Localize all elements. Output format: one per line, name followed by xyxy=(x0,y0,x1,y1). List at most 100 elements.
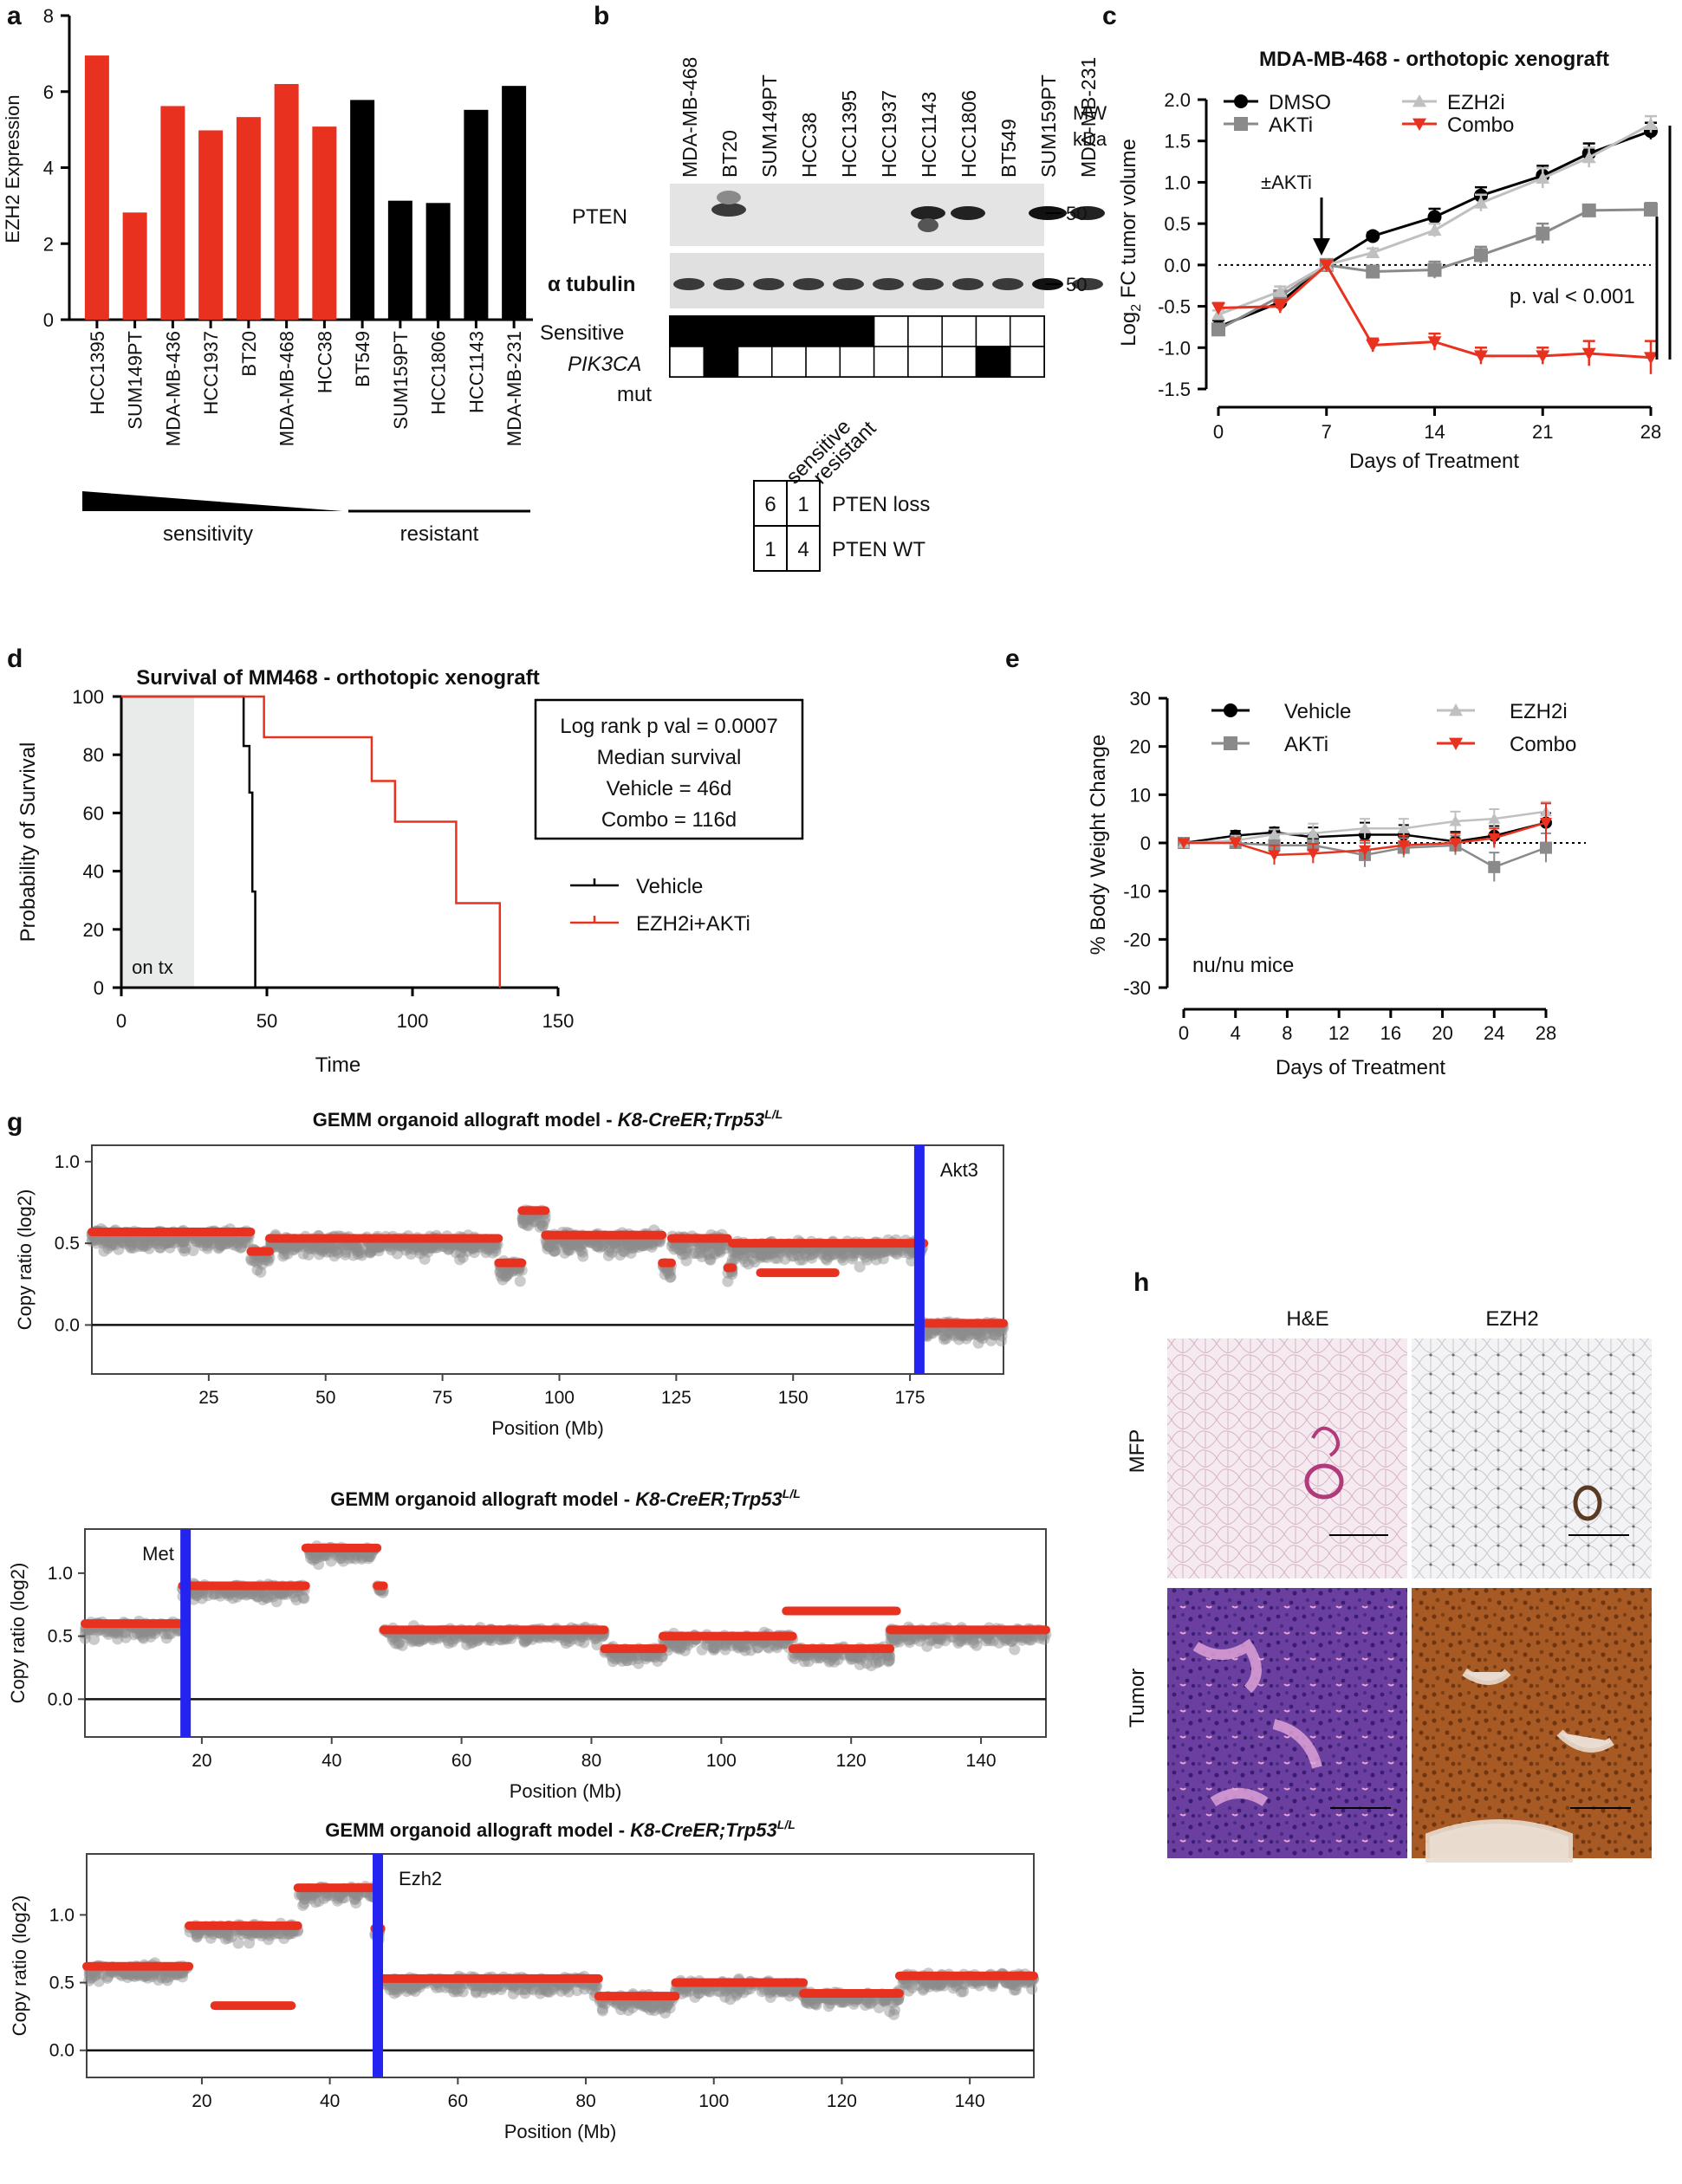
copy-ratio-point xyxy=(290,1241,302,1253)
copy-ratio-point xyxy=(275,1242,287,1254)
copy-ratio-point xyxy=(176,1235,188,1248)
copy-ratio-point xyxy=(450,1247,462,1259)
blot-row-label: PTEN xyxy=(572,205,627,229)
copy-ratio-point xyxy=(455,1247,467,1259)
data-point xyxy=(1581,150,1596,164)
bar xyxy=(122,212,147,320)
arrowhead xyxy=(1313,238,1330,256)
cell-line-label: HCC1395 xyxy=(838,90,860,178)
panel-label-h: h xyxy=(1133,1268,1149,1297)
copy-ratio-point xyxy=(351,1245,363,1257)
copy-ratio-point xyxy=(303,1242,315,1254)
x-tick-label: 140 xyxy=(966,1751,997,1771)
copy-ratio-point xyxy=(419,1241,431,1254)
stats-line: Vehicle = 46d xyxy=(607,777,732,800)
copy-ratio-point xyxy=(442,1243,454,1255)
blot-band xyxy=(711,203,746,217)
copy-ratio-point xyxy=(405,1248,417,1260)
y-tick-label: 0.5 xyxy=(1164,213,1191,235)
copy-ratio-point xyxy=(407,1243,419,1255)
copy-ratio-point xyxy=(177,1236,189,1248)
copy-ratio-point xyxy=(302,1249,315,1261)
copy-ratio-point xyxy=(451,1240,464,1252)
contingency-value: 1 xyxy=(764,538,776,561)
data-point xyxy=(1366,229,1380,243)
image-tumor-ezh2 xyxy=(1412,1588,1652,1858)
y-tick-label: 0 xyxy=(43,309,54,331)
data-point xyxy=(1427,210,1442,224)
copy-ratio-point xyxy=(424,1242,436,1254)
copy-ratio-point xyxy=(191,1235,203,1248)
legend-label: DMSO xyxy=(1269,91,1331,114)
bar xyxy=(502,86,527,320)
copy-ratio-point xyxy=(854,1260,866,1273)
copy-ratio-point xyxy=(201,1237,213,1249)
copy-ratio-point xyxy=(127,1237,139,1249)
y-tick-label: 0.5 xyxy=(48,1627,73,1647)
copy-ratio-point xyxy=(277,1242,289,1254)
copy-ratio-point xyxy=(97,1237,109,1249)
copy-ratio-point xyxy=(212,1242,224,1254)
x-tick-label: HCC1806 xyxy=(428,331,450,415)
copy-ratio-point xyxy=(328,1240,340,1252)
data-point xyxy=(1268,850,1281,861)
y-tick-label: 2 xyxy=(43,233,54,255)
y-axis-label: EZH2 Expression xyxy=(2,94,23,243)
copy-ratio-point xyxy=(410,1241,422,1254)
copy-ratio-point xyxy=(298,1592,310,1604)
y-tick-label: 20 xyxy=(83,919,104,941)
copy-ratio-point xyxy=(675,1642,687,1654)
copy-ratio-point xyxy=(958,1986,970,1998)
y-tick-label: -1.0 xyxy=(1158,337,1191,359)
data-point xyxy=(1397,840,1410,852)
y-tick-label: 1.0 xyxy=(48,1564,73,1584)
copy-ratio-point xyxy=(245,1254,257,1267)
pik3ca-cell xyxy=(771,346,807,378)
column-header: H&E xyxy=(1286,1307,1328,1331)
blot-row-label: α tubulin xyxy=(548,273,635,296)
copy-ratio-point xyxy=(224,1236,237,1248)
bar xyxy=(198,130,224,320)
data-point xyxy=(1449,737,1463,750)
copy-ratio-point xyxy=(410,1241,422,1253)
gene-marker xyxy=(913,1145,925,1374)
copy-ratio-point xyxy=(306,1241,318,1253)
blot-band xyxy=(673,278,705,290)
copy-ratio-point xyxy=(205,1234,217,1246)
data-point xyxy=(1366,245,1380,258)
copy-ratio-point xyxy=(373,1245,385,1257)
pik3ca-cell xyxy=(907,346,943,378)
copy-ratio-point xyxy=(497,1267,509,1280)
sensitive-cell xyxy=(737,315,773,347)
x-tick-label: 150 xyxy=(542,1010,575,1032)
data-point xyxy=(1536,171,1550,185)
copy-ratio-point xyxy=(224,1233,237,1245)
copy-ratio-point xyxy=(263,1255,275,1267)
copy-ratio-point xyxy=(221,1238,233,1250)
copy-ratio-point xyxy=(508,1264,520,1276)
sensitive-cell xyxy=(805,315,841,347)
data-point xyxy=(1536,350,1550,363)
legend-label: Vehicle xyxy=(1284,700,1351,723)
stats-line: Log rank p val = 0.0007 xyxy=(560,715,778,738)
data-point xyxy=(1488,813,1501,824)
y-tick-label: -1.5 xyxy=(1158,379,1191,400)
copy-ratio-point xyxy=(328,1250,341,1262)
chart-title: GEMM organoid allograft model - K8-CreER… xyxy=(313,1107,783,1131)
stats-box xyxy=(534,698,804,840)
copy-ratio-point xyxy=(89,1234,101,1246)
copy-ratio-point xyxy=(288,1244,300,1256)
y-axis-label: Copy ratio (log2) xyxy=(7,1563,29,1704)
copy-ratio-point xyxy=(882,1656,894,1668)
y-tick-label: 0.0 xyxy=(1164,255,1191,276)
copy-ratio-point xyxy=(102,1242,114,1254)
copy-ratio-point xyxy=(702,1248,714,1260)
bar xyxy=(464,109,489,320)
blot-band xyxy=(912,278,944,290)
x-tick-label: 50 xyxy=(257,1010,277,1032)
legend-label: EZH2i xyxy=(1447,91,1505,114)
sensitive-cell xyxy=(703,315,739,347)
copy-ratio-point xyxy=(738,1641,750,1653)
copy-ratio-point xyxy=(164,1234,176,1246)
